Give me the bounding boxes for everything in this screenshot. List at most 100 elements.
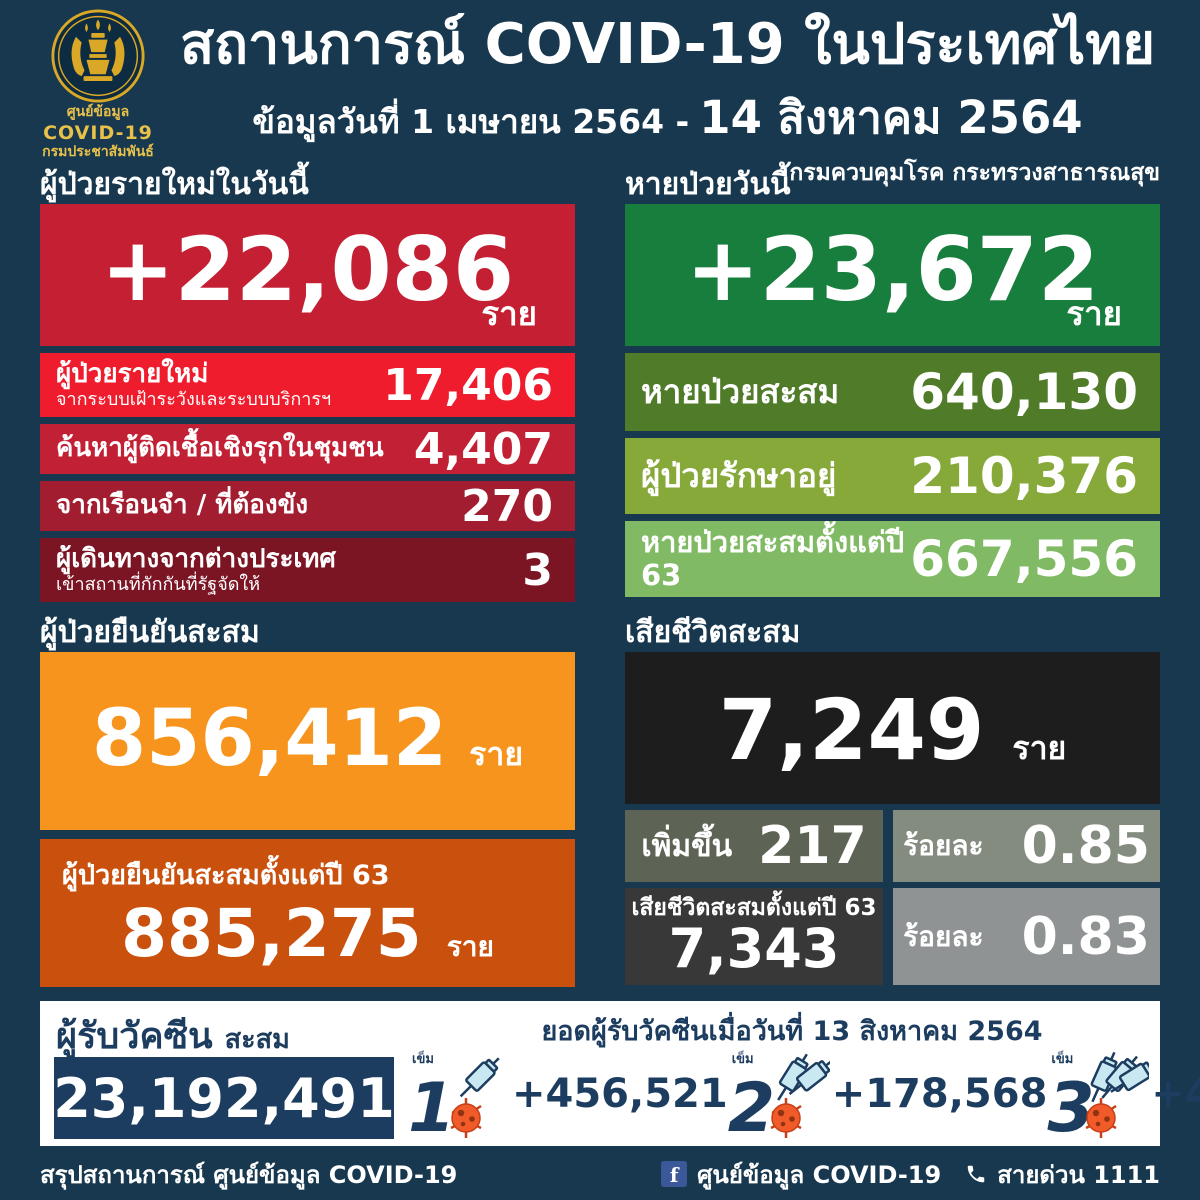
syringe-virus-icon	[1085, 1051, 1150, 1138]
new-cases-row-surveillance: ผู้ป่วยรายใหม่ จากระบบเฝ้าระวังและระบบบร…	[40, 353, 575, 417]
dose-value: +48,743	[1151, 1071, 1200, 1117]
main-content: ผู้ป่วยรายใหม่ในวันนี้ +22,086 ราย ผู้ป่…	[0, 166, 1200, 987]
logo-text-line1: ศูนย์ข้อมูล	[66, 104, 130, 120]
date-range: ข้อมูลวันที่ 1 เมษายน 2564 -14 สิงหาคม 2…	[175, 81, 1160, 153]
dose-3: เข็ม 3	[1047, 1048, 1200, 1149]
row-daily: ผู้ป่วยรายใหม่ในวันนี้ +22,086 ราย ผู้ป่…	[40, 166, 1160, 602]
new-cases-unit: ราย	[481, 294, 537, 333]
recovered-row-since-63: หายป่วยสะสมตั้งแต่ปี 63 667,556	[625, 521, 1160, 597]
phone-icon	[965, 1163, 987, 1185]
garuda-emblem-icon	[51, 9, 145, 103]
vaccine-total-number: 23,192,491	[53, 1066, 395, 1130]
rate-label: ร้อยละ	[903, 919, 984, 953]
deaths-today-row: เพิ่มขึ้น 217 ร้อยละ 0.85	[625, 810, 1160, 882]
header: ศูนย์ข้อมูล COVID-19 กรมประชาสัมพันธ์ สถ…	[0, 0, 1200, 186]
deaths-since-63-row: เสียชีวิตสะสมตั้งแต่ปี 63 7,343 ร้อยละ 0…	[625, 888, 1160, 985]
new-cases-row-prison: จากเรือนจำ / ที่ต้องขัง 270	[40, 480, 575, 532]
row-label: หายป่วยสะสมตั้งแต่ปี 63	[641, 524, 905, 592]
row-value: 4,407	[413, 423, 553, 475]
vaccine-daily-title: ยอดผู้รับวัคซีนเมื่อวันที่ 13 สิงหาคม 25…	[541, 1016, 1043, 1047]
row-value: 667,556	[910, 530, 1138, 588]
dose-number: 2	[727, 1069, 776, 1149]
prd-logo: ศูนย์ข้อมูล COVID-19 กรมประชาสัมพันธ์	[28, 8, 168, 162]
dose-needle-label: เข็ม	[1051, 1052, 1074, 1067]
facebook-icon: f	[661, 1161, 688, 1187]
cumulative-title: ผู้ป่วยยืนยันสะสม	[40, 615, 260, 650]
row-value: 17,406	[383, 359, 553, 411]
deaths-number: 7,249	[718, 681, 985, 779]
row-cumulative: ผู้ป่วยยืนยันสะสม 856,412 ราย ผู้ป่วยยืน…	[40, 614, 1160, 987]
deaths-rate-today-box: ร้อยละ 0.85	[893, 810, 1160, 882]
dose-value: +178,568	[831, 1071, 1048, 1117]
dose-1: เข็ม 1	[408, 1048, 728, 1149]
since-63-unit: ราย	[446, 930, 494, 963]
row-value: 640,130	[910, 363, 1138, 421]
recovered-title: หายป่วยวันนี้	[625, 167, 791, 202]
since-63-value: 7,343	[668, 916, 840, 980]
rate-label: ร้อยละ	[903, 829, 984, 862]
deaths-big-box: 7,249 ราย	[625, 652, 1160, 804]
cumulative-big-box: 856,412 ราย	[40, 652, 575, 830]
dose-needle-label: เข็ม	[731, 1052, 754, 1067]
panel-cumulative-confirmed: ผู้ป่วยยืนยันสะสม 856,412 ราย ผู้ป่วยยืน…	[40, 614, 575, 987]
cumulative-since-63-box: ผู้ป่วยยืนยันสะสมตั้งแต่ปี 63 885,275 รา…	[40, 839, 575, 987]
footer-summary: สรุปสถานการณ์ ศูนย์ข้อมูล COVID-19	[40, 1160, 458, 1189]
row-value: 3	[522, 544, 553, 596]
date-range-prefix: ข้อมูลวันที่ 1 เมษายน 2564 -	[252, 101, 690, 141]
deaths-rate-since-box: ร้อยละ 0.83	[893, 888, 1160, 985]
row-label: จากเรือนจำ / ที่ต้องขัง	[56, 490, 309, 521]
new-cases-title: ผู้ป่วยรายใหม่ในวันนี้	[40, 167, 309, 202]
since-63-number: 885,275	[121, 895, 422, 972]
new-cases-big-box: +22,086 ราย	[40, 204, 575, 346]
dose-number: 1	[408, 1069, 456, 1149]
cumulative-unit: ราย	[469, 735, 524, 773]
increase-value: 217	[758, 816, 867, 876]
row-label: หายป่วยสะสม	[641, 372, 840, 412]
new-cases-row-abroad: ผู้เดินทางจากต่างประเทศ เข้าสถานที่กักกั…	[40, 538, 575, 602]
cumulative-number: 856,412	[91, 694, 448, 784]
vaccine-panel: ผู้รับวัคซีน สะสม 23,192,491 ยอดผู้รับวัค…	[40, 1001, 1200, 1149]
footer: สรุปสถานการณ์ ศูนย์ข้อมูล COVID-19 f ศูน…	[0, 1148, 1200, 1200]
row-value: 210,376	[910, 447, 1138, 505]
row-label: ผู้ป่วยรักษาอยู่	[641, 456, 837, 496]
deaths-since-63-box: เสียชีวิตสะสมตั้งแต่ปี 63 7,343	[625, 888, 883, 985]
facebook-page-name: ศูนย์ข้อมูล COVID-19	[697, 1160, 942, 1189]
recovered-row-cumulative: หายป่วยสะสม 640,130	[625, 353, 1160, 431]
department-name: กรมควบคุมโรค กระทรวงสาธารณสุข	[789, 159, 1160, 186]
header-titles: สถานการณ์ COVID-19 ในประเทศไทย ข้อมูลวัน…	[175, 0, 1160, 191]
dose-needle-label: เข็ม	[412, 1052, 434, 1067]
vaccine-total-box: 23,192,491	[53, 1057, 395, 1139]
vaccine-title: ผู้รับวัคซีน	[56, 1016, 213, 1057]
new-cases-row-proactive: ค้นหาผู้ติดเชื้อเชิงรุกในชุมชน 4,407	[40, 423, 575, 475]
recovered-unit: ราย	[1066, 294, 1122, 333]
panel-new-cases: ผู้ป่วยรายใหม่ในวันนี้ +22,086 ราย ผู้ป่…	[40, 166, 575, 602]
row-label: ผู้เดินทางจากต่างประเทศ	[56, 543, 336, 574]
logo-text-line3: กรมประชาสัมพันธ์	[42, 144, 154, 161]
row-value: 270	[461, 480, 553, 532]
rate-value: 0.85	[1021, 816, 1150, 876]
recovered-number: +23,672	[685, 218, 1100, 321]
deaths-unit: ราย	[1012, 729, 1067, 767]
date-range-end: 14 สิงหาคม 2564	[699, 90, 1083, 144]
deaths-title: เสียชีวิตสะสม	[625, 615, 801, 650]
recovered-row-in-treatment: ผู้ป่วยรักษาอยู่ 210,376	[625, 438, 1160, 514]
row-sublabel: จากระบบเฝ้าระวังและระบบบริการฯ	[56, 388, 332, 410]
page-title: สถานการณ์ COVID-19 ในประเทศไทย	[179, 12, 1156, 77]
vaccine-title-suffix: สะสม	[224, 1024, 290, 1055]
row-label: ผู้ป่วยรายใหม่	[56, 358, 209, 389]
syringe-virus-icon	[770, 1053, 830, 1138]
new-cases-number: +22,086	[100, 218, 515, 321]
panel-recovered: หายป่วยวันนี้ +23,672 ราย หายป่วยสะสม 64…	[625, 166, 1160, 602]
increase-label: เพิ่มขึ้น	[641, 828, 733, 864]
dose-number: 3	[1047, 1069, 1095, 1149]
hotline-label: สายด่วน 1111	[997, 1160, 1160, 1189]
dose-value: +456,521	[512, 1071, 728, 1117]
panel-deaths: เสียชีวิตสะสม 7,249 ราย เพิ่มขึ้น 217 ร้…	[625, 614, 1160, 987]
logo-text-line2: COVID-19	[43, 121, 153, 144]
recovered-big-box: +23,672 ราย	[625, 204, 1160, 346]
vaccine-doses: เข็ม 1	[408, 1047, 1200, 1149]
since-63-label: ผู้ป่วยยืนยันสะสมตั้งแต่ปี 63	[62, 860, 390, 891]
rate-value: 0.83	[1021, 906, 1150, 967]
syringe-virus-icon	[450, 1057, 500, 1138]
